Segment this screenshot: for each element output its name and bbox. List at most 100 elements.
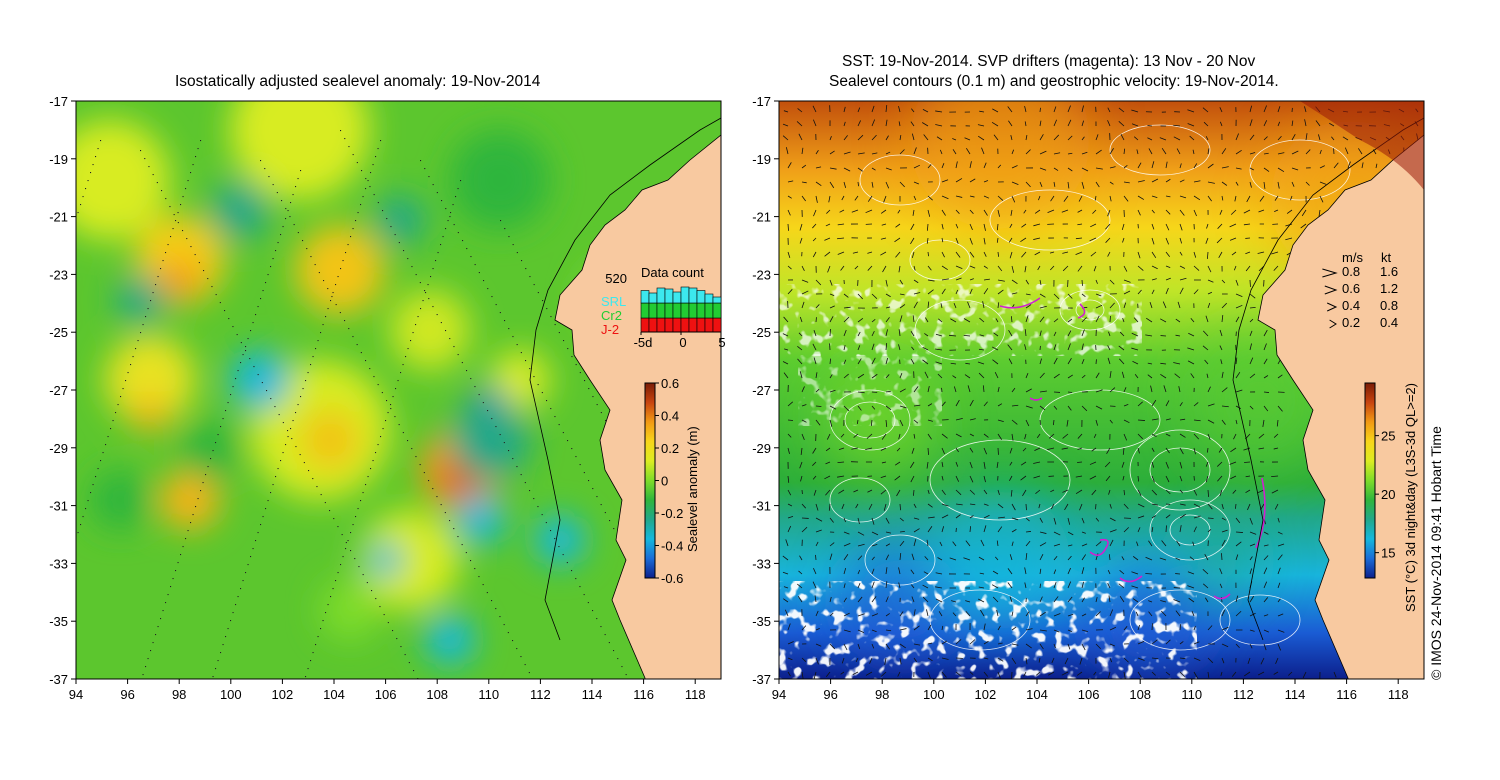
velocity-arrow (1107, 209, 1111, 217)
velocity-arrow (1119, 331, 1125, 337)
track-dot (63, 260, 64, 261)
velocity-arrow (1207, 503, 1213, 510)
velocity-arrow (801, 164, 807, 169)
velocity-arrow (1329, 122, 1335, 127)
velocity-arrow (1150, 385, 1153, 393)
velocity-arrow (927, 433, 932, 440)
velocity-arrow (1202, 107, 1209, 113)
track-dot (167, 594, 169, 596)
velocity-arrow (787, 223, 789, 231)
track-dot (295, 446, 297, 448)
track-dot (567, 348, 569, 350)
velocity-arrow (1165, 237, 1170, 245)
data-count-bar-j-2 (648, 317, 658, 333)
velocity-arrow (1219, 329, 1223, 337)
velocity-arrow (913, 419, 919, 424)
velocity-arrow (1288, 671, 1293, 676)
track-dot (227, 402, 229, 404)
track-dot (421, 686, 422, 687)
velocity-arrow (857, 613, 865, 617)
velocity-arrow (1202, 568, 1209, 575)
velocity-arrow (1235, 149, 1242, 155)
track-dot (345, 548, 347, 550)
track-dot (790, 772, 791, 773)
velocity-arrow (1025, 388, 1032, 393)
velocity-arrow (1305, 133, 1308, 141)
velocity-arrow (1277, 643, 1282, 651)
velocity-arrow (815, 419, 821, 426)
velocity-arrow (969, 178, 976, 183)
velocity-arrow (997, 289, 1004, 295)
velocity-arrow (1235, 279, 1239, 286)
velocity-arrow (829, 150, 835, 155)
velocity-arrow (843, 306, 851, 309)
track-dot (341, 534, 343, 536)
velocity-arrow (857, 643, 861, 650)
velocity-arrow (1179, 489, 1184, 494)
velocity-arrow (1151, 433, 1157, 438)
velocity-arrow (801, 433, 805, 441)
track-dot (295, 412, 297, 414)
velocity-legend-kt: 0.8 (1380, 298, 1398, 313)
velocity-arrow (787, 515, 794, 519)
velocity-arrow (815, 181, 822, 186)
velocity-arrow (955, 289, 959, 295)
track-dot (312, 652, 314, 654)
velocity-arrow (980, 609, 985, 617)
track-dot (390, 408, 392, 410)
velocity-arrow (899, 517, 904, 522)
track-dot (340, 268, 342, 270)
velocity-arrow (1011, 433, 1014, 441)
velocity-arrow (997, 526, 1003, 533)
velocity-arrow (1149, 302, 1153, 309)
velocity-arrow (927, 301, 930, 309)
velocity-arrow (1137, 251, 1141, 259)
velocity-arrow (963, 318, 971, 323)
track-dot (470, 256, 472, 258)
velocity-arrow (1036, 433, 1041, 439)
velocity-arrow (1275, 657, 1279, 664)
velocity-arrow (1053, 569, 1057, 575)
velocity-arrow (955, 265, 963, 269)
track-dot (507, 632, 509, 634)
track-dot (160, 618, 162, 620)
velocity-arrow (867, 489, 873, 493)
track-dot (773, 740, 774, 741)
velocity-arrow (1062, 433, 1069, 439)
track-dot (604, 512, 606, 514)
track-dot (275, 250, 277, 252)
velocity-arrow (1075, 475, 1083, 478)
velocity-arrow (1132, 360, 1139, 365)
track-dot (571, 570, 573, 572)
track-dot (372, 164, 374, 166)
sealevel-contour (1109, 124, 1211, 176)
velocity-arrow (1193, 180, 1201, 183)
velocity-arrow (885, 629, 892, 632)
lat-tick-label: -19 (752, 152, 771, 167)
sealevel-contour (844, 401, 896, 439)
track-dot (512, 458, 514, 460)
velocity-arrow (1007, 106, 1013, 113)
velocity-arrow (1249, 357, 1254, 365)
track-dot (28, 692, 29, 693)
velocity-arrow (1109, 539, 1114, 547)
velocity-arrow (978, 348, 985, 351)
data-count-tick-5: 5 (718, 335, 725, 350)
track-dot (337, 526, 339, 528)
track-dot (170, 236, 172, 238)
velocity-arrow (1039, 405, 1046, 411)
track-dot (217, 434, 219, 436)
velocity-arrow (1207, 419, 1215, 424)
track-dot (25, 380, 26, 381)
velocity-arrow (913, 181, 920, 185)
velocity-arrow (1165, 287, 1169, 295)
velocity-arrow (935, 110, 943, 113)
velocity-arrow (1067, 135, 1073, 141)
velocity-arrow (1094, 195, 1097, 201)
track-dot (132, 356, 134, 358)
track-dot (182, 230, 184, 232)
cloud-mask (779, 290, 1159, 679)
velocity-arrow (1319, 165, 1325, 169)
track-dot (435, 260, 437, 262)
